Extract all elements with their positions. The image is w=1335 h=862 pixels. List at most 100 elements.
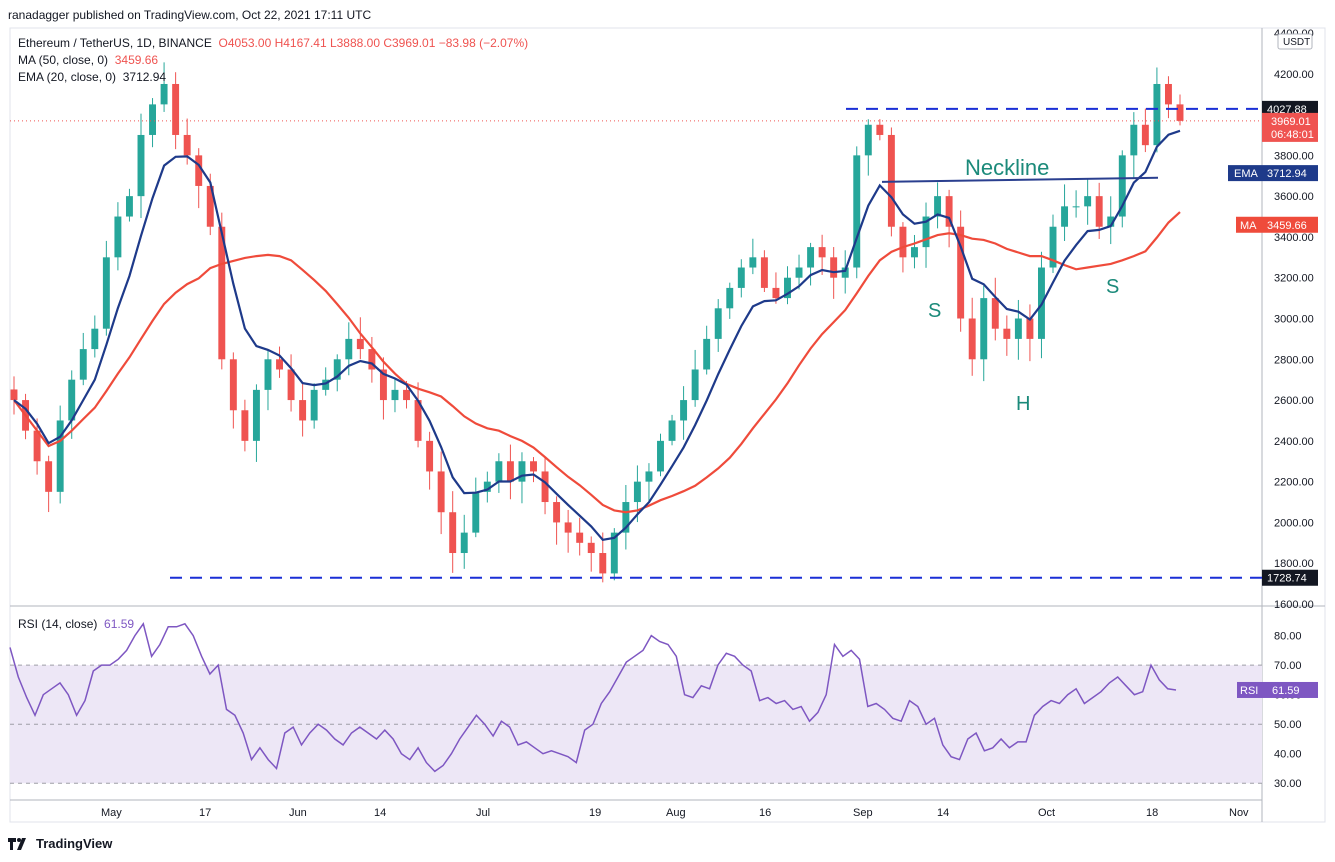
- candle-body: [1130, 124, 1138, 156]
- candle-body: [241, 410, 249, 441]
- rsi-badge: [1262, 681, 1318, 698]
- currency-badge: [1277, 33, 1313, 50]
- candle-body: [79, 349, 87, 380]
- tradingview-logo[interactable]: TradingView: [8, 836, 112, 851]
- candle-body: [56, 420, 64, 492]
- publisher-line: ranadagger published on TradingView.com,…: [8, 8, 372, 22]
- time-tick-label: Jul: [476, 807, 490, 819]
- candle-body: [137, 134, 145, 197]
- candle-body: [379, 369, 387, 401]
- candle-body: [345, 338, 353, 360]
- candle-body: [391, 389, 399, 401]
- pattern-annotation: Neckline: [965, 155, 1049, 180]
- time-tick-label: 17: [199, 807, 211, 819]
- candle-body: [622, 502, 630, 533]
- pattern-annotation: S: [928, 300, 941, 322]
- candle-body: [864, 124, 872, 156]
- candle-body: [356, 338, 364, 350]
- candle-body: [114, 216, 122, 258]
- candle-body: [1164, 83, 1172, 105]
- candle-body: [403, 389, 410, 401]
- candles: [10, 62, 1184, 583]
- candle-body: [784, 277, 791, 299]
- ma-badge: [1262, 216, 1318, 233]
- candle-body: [252, 389, 260, 441]
- level-badge: [1262, 569, 1318, 586]
- ma-50-line: [13, 211, 1181, 514]
- candle-body: [991, 298, 999, 329]
- candle-body: [899, 226, 907, 258]
- rsi-tick-label: 40.00: [1274, 749, 1302, 761]
- last-price-label: 3969.01: [1271, 116, 1311, 128]
- candle-body: [714, 308, 722, 339]
- ema-badge: [1262, 165, 1318, 182]
- candle-body: [449, 512, 457, 554]
- rsi-badge-tag: [1237, 681, 1262, 698]
- price-tick-label: 1800.00: [1274, 558, 1314, 570]
- candle-body: [737, 267, 745, 288]
- rsi-label: RSI (14, close): [18, 617, 98, 631]
- time-tick-label: Nov: [1229, 807, 1249, 819]
- candle-body: [495, 461, 503, 482]
- candle-body: [460, 532, 468, 554]
- price-tick-label: 2200.00: [1274, 477, 1314, 489]
- candle-body: [1095, 196, 1103, 227]
- price-tick-label: 2600.00: [1274, 395, 1314, 407]
- candle-body: [276, 359, 283, 370]
- candle-body: [876, 124, 884, 135]
- price-tick-label: 2000.00: [1274, 517, 1314, 529]
- rsi-tick-label: 50.00: [1274, 719, 1302, 731]
- candle-body: [287, 369, 295, 401]
- price-tick-label: 3600.00: [1274, 191, 1314, 203]
- candle-body: [968, 318, 976, 360]
- symbol-name: Ethereum / TetherUS, 1D, BINANCE: [18, 36, 212, 50]
- pattern-annotation: S: [1106, 276, 1119, 298]
- candle-body: [518, 461, 526, 482]
- rsi-tick-label: 70.00: [1274, 660, 1302, 672]
- candle-body: [426, 440, 434, 472]
- candle-body: [322, 379, 330, 390]
- candle-body: [633, 481, 641, 503]
- brand-name: TradingView: [36, 836, 113, 851]
- ma-badge-tag-label: MA: [1240, 220, 1257, 232]
- last-price-badge: [1262, 112, 1318, 142]
- rsi-tick-label: 30.00: [1274, 778, 1302, 790]
- candle-body: [1061, 206, 1069, 227]
- time-tick-label: 19: [589, 807, 601, 819]
- candle-body: [437, 471, 445, 513]
- candle-body: [749, 257, 757, 268]
- candle-body: [1049, 226, 1057, 268]
- time-tick-label: Aug: [666, 807, 686, 819]
- candle-body: [45, 461, 53, 492]
- candle-body: [10, 389, 18, 401]
- price-tick-label: 3200.00: [1274, 273, 1314, 285]
- candle-body: [587, 542, 595, 554]
- ma-badge-tag: [1236, 216, 1262, 233]
- candle-body: [229, 359, 237, 411]
- rsi-legend-value: 61.59: [104, 617, 135, 631]
- ema-label: EMA (20, close, 0): [18, 70, 117, 84]
- candle-body: [1072, 206, 1080, 208]
- price-tick-label: 4200.00: [1274, 69, 1314, 81]
- candle-body: [576, 532, 584, 543]
- time-tick-label: 16: [759, 807, 771, 819]
- candle-body: [91, 328, 99, 350]
- candle-body: [472, 491, 480, 533]
- ema-legend: EMA (20, close, 0) 3712.94: [18, 70, 166, 84]
- candle-body: [310, 389, 318, 421]
- candle-body: [506, 461, 514, 482]
- candle-body: [564, 522, 572, 533]
- countdown-label: 06:48:01: [1271, 129, 1314, 141]
- ma-badge-value: 3459.66: [1267, 220, 1307, 232]
- candle-body: [795, 267, 803, 278]
- candle-body: [980, 298, 988, 360]
- candle-body: [299, 400, 307, 421]
- candle-body: [1003, 328, 1011, 339]
- ema-badge-tag: [1228, 165, 1262, 182]
- candle-body: [853, 155, 861, 268]
- candle-body: [691, 369, 699, 401]
- rsi-legend: RSI (14, close) 61.59: [18, 617, 134, 631]
- candle-body: [530, 461, 537, 472]
- candle-body: [1107, 216, 1115, 227]
